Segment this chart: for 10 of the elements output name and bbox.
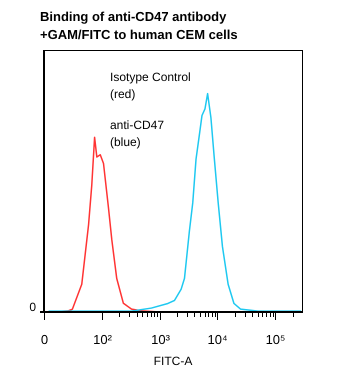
- chart-title: Binding of anti-CD47 antibody +GAM/FITC to human CEM cells: [40, 8, 239, 44]
- annotation: anti-CD47 (blue): [110, 118, 164, 149]
- x-axis-title: FITC-A: [154, 354, 192, 368]
- x-tick-label: 10²: [93, 332, 113, 347]
- x-tick-label: 0: [40, 332, 48, 347]
- x-tick-label: 10⁴: [207, 332, 228, 347]
- x-tick-label: 10³: [151, 332, 171, 347]
- annotation: Isotype Control (red): [110, 70, 191, 101]
- x-tick-label: 10⁵: [266, 332, 286, 347]
- text: 0: [29, 300, 36, 314]
